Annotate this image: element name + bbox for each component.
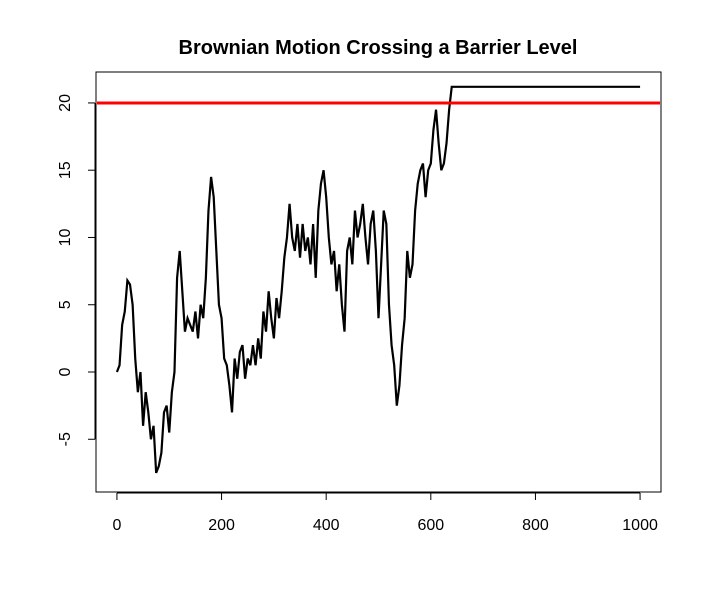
x-tick-label: 0 bbox=[112, 517, 121, 534]
data-line bbox=[115, 85, 641, 474]
y-tick-label: 0 bbox=[57, 367, 74, 376]
x-tick-label: 600 bbox=[417, 517, 444, 534]
x-tick-label: 800 bbox=[522, 517, 549, 534]
y-tick-label: 10 bbox=[57, 228, 74, 246]
x-tick-label: 200 bbox=[208, 517, 235, 534]
y-tick-label: -5 bbox=[57, 432, 74, 446]
y-tick-label: 5 bbox=[57, 300, 74, 309]
y-tick-label: 15 bbox=[57, 161, 74, 179]
x-tick-label: 1000 bbox=[622, 517, 658, 534]
x-tick-label: 400 bbox=[313, 517, 340, 534]
chart-title: Brownian Motion Crossing a Barrier Level bbox=[179, 37, 578, 59]
y-tick-label: 20 bbox=[57, 94, 74, 112]
plot-box bbox=[95, 71, 662, 493]
